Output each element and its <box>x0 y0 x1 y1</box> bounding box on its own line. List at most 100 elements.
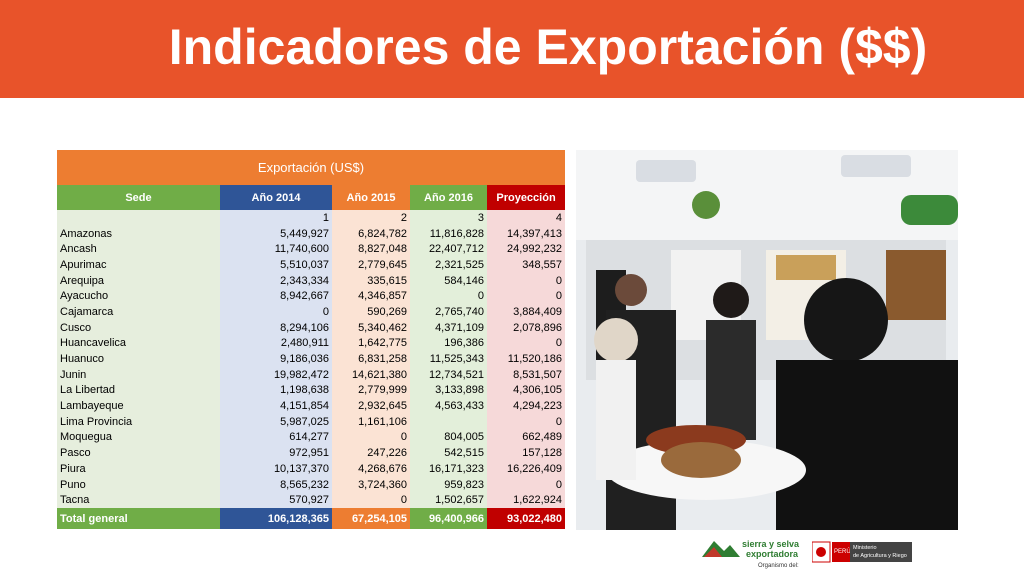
sede-cell: Huancavelica <box>57 335 220 352</box>
title: Indicadores de Exportación ($$) <box>168 19 928 75</box>
header-row: Sede Año 2014 Año 2015 Año 2016 Proyección <box>57 185 566 210</box>
value-cell <box>410 413 487 430</box>
value-cell: 959,823 <box>410 476 487 493</box>
sede-cell: Ayacucho <box>57 288 220 305</box>
value-cell: 5,340,462 <box>332 319 410 336</box>
sede-cell: Ancash <box>57 241 220 258</box>
sede-cell: Moquegua <box>57 429 220 446</box>
value-cell: 3,884,409 <box>487 304 566 320</box>
column-header: Año 2014 <box>220 185 332 210</box>
logo-text: exportadora <box>746 549 799 559</box>
value-cell: 8,531,507 <box>487 366 566 383</box>
sede-cell: Cusco <box>57 319 220 336</box>
value-cell: 0 <box>220 304 332 320</box>
value-cell: 4,306,105 <box>487 382 566 399</box>
logo-text: sierra y selva <box>742 539 800 549</box>
value-cell: 5,449,927 <box>220 225 332 242</box>
sede-cell: Apurimac <box>57 257 220 273</box>
data-row: Tacna 570,927 0 1,502,657 1,622,924 <box>57 492 566 509</box>
value-cell: 6,831,258 <box>332 351 410 367</box>
sede-cell: Arequipa <box>57 272 220 289</box>
value-cell: 972,951 <box>220 445 332 461</box>
export-table: Exportación (US$) Sede Año 2014 Año 2015 Añ… <box>57 150 566 530</box>
total-cell: 106,128,365 <box>220 508 332 530</box>
data-row: La Libertad 1,198,638 2,779,999 3,133,898 4,… <box>57 382 566 399</box>
value-cell: 0 <box>487 476 566 493</box>
value-cell: 1,502,657 <box>410 492 487 509</box>
ministry-logo: PERÚ Ministerio de Agricultura y Riego <box>812 541 912 563</box>
data-row: Apurimac 5,510,037 2,779,645 2,321,525 348,5… <box>57 257 566 273</box>
value-cell: 542,515 <box>410 445 487 461</box>
index-cell: 1 <box>220 210 332 226</box>
value-cell: 16,171,323 <box>410 461 487 477</box>
value-cell: 11,520,186 <box>487 351 566 367</box>
value-cell: 22,407,712 <box>410 241 487 258</box>
cell <box>57 210 220 226</box>
column-header: Año 2015 <box>332 185 410 210</box>
value-cell: 2,779,645 <box>332 257 410 273</box>
total-row: Total general 106,128,365 67,254,105 96,400… <box>57 508 566 530</box>
sede-cell: Piura <box>57 461 220 477</box>
data-row: Piura 10,137,370 4,268,676 16,171,323 16,226… <box>57 461 566 477</box>
value-cell: 2,343,334 <box>220 272 332 289</box>
data-row: Puno 8,565,232 3,724,360 959,823 0 <box>57 476 566 493</box>
value-cell: 8,294,106 <box>220 319 332 336</box>
sede-cell: Lima Provincia <box>57 413 220 430</box>
value-cell: 157,128 <box>487 445 566 461</box>
value-cell: 0 <box>487 335 566 352</box>
photo <box>576 150 958 530</box>
value-cell: 804,005 <box>410 429 487 446</box>
value-cell: 335,615 <box>332 272 410 289</box>
value-cell: 584,146 <box>410 272 487 289</box>
value-cell: 247,226 <box>332 445 410 461</box>
value-cell: 4,294,223 <box>487 398 566 414</box>
value-cell: 11,525,343 <box>410 351 487 367</box>
value-cell: 196,386 <box>410 335 487 352</box>
value-cell: 11,740,600 <box>220 241 332 258</box>
sede-cell: Junin <box>57 366 220 383</box>
data-row: Ancash 11,740,600 8,827,048 22,407,712 24,99… <box>57 241 566 258</box>
value-cell: 14,621,380 <box>332 366 410 383</box>
data-row: Lima Provincia 5,987,025 1,161,106 0 <box>57 413 566 430</box>
value-cell: 2,765,740 <box>410 304 487 320</box>
sierra-logo: sierra y selva exportadora Organismo del… <box>702 539 800 569</box>
data-row: Lambayeque 4,151,854 2,932,645 4,563,433 4,2… <box>57 398 566 414</box>
value-cell: 570,927 <box>220 492 332 509</box>
value-cell: 5,510,037 <box>220 257 332 273</box>
data-row: Cajamarca 0 590,269 2,765,740 3,884,409 <box>57 304 566 320</box>
value-cell: 614,277 <box>220 429 332 446</box>
value-cell: 2,480,911 <box>220 335 332 352</box>
value-cell: 8,942,667 <box>220 288 332 305</box>
value-cell: 5,987,025 <box>220 413 332 430</box>
column-header: Proyección <box>487 185 566 210</box>
value-cell: 2,932,645 <box>332 398 410 414</box>
value-cell: 662,489 <box>487 429 566 446</box>
value-cell: 6,824,782 <box>332 225 410 242</box>
index-cell: 4 <box>487 210 566 226</box>
value-cell: 0 <box>410 288 487 305</box>
total-cell: 67,254,105 <box>332 508 410 530</box>
value-cell: 348,557 <box>487 257 566 273</box>
value-cell: 4,151,854 <box>220 398 332 414</box>
value-cell: 3,724,360 <box>332 476 410 493</box>
value-cell: 4,371,109 <box>410 319 487 336</box>
value-cell: 3,133,898 <box>410 382 487 399</box>
value-cell: 12,734,521 <box>410 366 487 383</box>
value-cell: 11,816,828 <box>410 225 487 242</box>
table-caption: Exportación (US$) <box>57 150 566 185</box>
index-cell: 3 <box>410 210 487 226</box>
value-cell: 8,565,232 <box>220 476 332 493</box>
value-cell: 9,186,036 <box>220 351 332 367</box>
value-cell: 10,137,370 <box>220 461 332 477</box>
index-cell: 2 <box>332 210 410 226</box>
value-cell: 1,161,106 <box>332 413 410 430</box>
data-row: Amazonas 5,449,927 6,824,782 11,816,828 14,3… <box>57 225 566 242</box>
value-cell: 4,268,676 <box>332 461 410 477</box>
data-row: Junin 19,982,472 14,621,380 12,734,521 8,531… <box>57 366 566 383</box>
header-bar: Indicadores de Exportación ($$) <box>0 0 1024 98</box>
data-row: Huancavelica 2,480,911 1,642,775 196,386 0 <box>57 335 566 352</box>
ministry-text: Ministerio <box>853 545 877 551</box>
sede-cell: Huanuco <box>57 351 220 367</box>
value-cell: 14,397,413 <box>487 225 566 242</box>
